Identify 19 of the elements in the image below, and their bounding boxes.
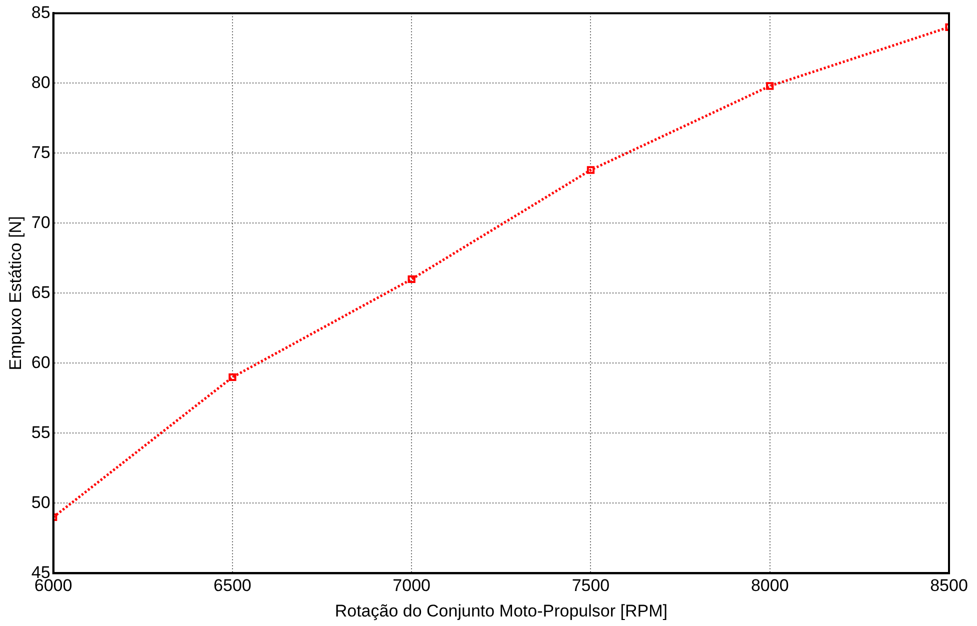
y-tick-label: 65 <box>31 282 50 302</box>
x-tick-label: 8000 <box>750 576 789 596</box>
x-tick-label: 8500 <box>930 576 968 596</box>
x-tick-label: 7500 <box>572 576 610 596</box>
x-tick-label: 7000 <box>392 576 430 596</box>
y-tick-label: 70 <box>31 212 50 232</box>
y-tick-label: 50 <box>31 492 50 512</box>
y-tick-label: 60 <box>31 352 50 372</box>
point <box>766 82 774 90</box>
x-tick-label: 6500 <box>214 576 252 596</box>
y-tick-label: 55 <box>31 422 50 442</box>
point <box>228 373 236 382</box>
point <box>408 275 416 284</box>
point <box>586 166 595 174</box>
y-tick-label: 80 <box>31 72 50 92</box>
y-axis-title: Empuxo Estático [N] <box>6 216 25 370</box>
x-axis-title: Rotação do Conjunto Moto-Propulsor [RPM] <box>334 601 668 620</box>
y-tick-label: 75 <box>31 142 50 162</box>
y-tick-label: 85 <box>31 2 50 22</box>
